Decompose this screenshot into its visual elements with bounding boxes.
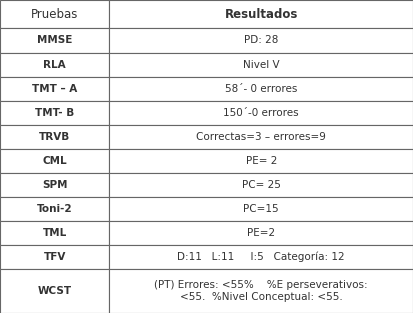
Text: Pruebas: Pruebas [31, 8, 78, 21]
Bar [109, 269, 413, 313]
Text: TMT- B: TMT- B [35, 108, 74, 118]
Text: TMT – A: TMT – A [32, 84, 77, 94]
Bar [0, 245, 109, 269]
Text: WCST: WCST [38, 286, 72, 296]
Bar [109, 245, 413, 269]
Bar [0, 149, 109, 173]
Bar [0, 53, 109, 77]
Bar [0, 28, 109, 53]
Bar [109, 77, 413, 101]
Text: MMSE: MMSE [37, 35, 72, 45]
Text: Correctas=3 – errores=9: Correctas=3 – errores=9 [196, 132, 326, 142]
Text: Resultados: Resultados [225, 8, 298, 21]
Bar [109, 28, 413, 53]
Text: Nivel V: Nivel V [243, 59, 280, 69]
Text: PE= 2: PE= 2 [246, 156, 277, 166]
Bar [109, 125, 413, 149]
Text: TFV: TFV [43, 252, 66, 262]
Bar [0, 269, 109, 313]
Text: TRVB: TRVB [39, 132, 70, 142]
Bar [0, 173, 109, 197]
Text: PC=15: PC=15 [243, 204, 279, 214]
Bar [0, 101, 109, 125]
Bar [0, 125, 109, 149]
Text: Toni-2: Toni-2 [37, 204, 73, 214]
Bar [109, 0, 413, 28]
Text: CML: CML [43, 156, 67, 166]
Bar [0, 0, 109, 28]
Bar [109, 101, 413, 125]
Text: SPM: SPM [42, 180, 67, 190]
Text: PC= 25: PC= 25 [242, 180, 281, 190]
Bar [109, 197, 413, 221]
Text: RLA: RLA [43, 59, 66, 69]
Text: TML: TML [43, 228, 67, 238]
Bar [109, 173, 413, 197]
Text: D:11   L:11     I:5   Categoría: 12: D:11 L:11 I:5 Categoría: 12 [178, 252, 345, 262]
Bar [0, 221, 109, 245]
Text: PE=2: PE=2 [247, 228, 275, 238]
Bar [0, 77, 109, 101]
Bar [0, 197, 109, 221]
Bar [109, 221, 413, 245]
Text: 150´-0 errores: 150´-0 errores [223, 108, 299, 118]
Bar [109, 53, 413, 77]
Text: PD: 28: PD: 28 [244, 35, 278, 45]
Text: (PT) Errores: <55%    %E perseverativos:
<55.  %Nivel Conceptual: <55.: (PT) Errores: <55% %E perseverativos: <5… [154, 280, 368, 302]
Text: 58´- 0 errores: 58´- 0 errores [225, 84, 297, 94]
Bar [109, 149, 413, 173]
